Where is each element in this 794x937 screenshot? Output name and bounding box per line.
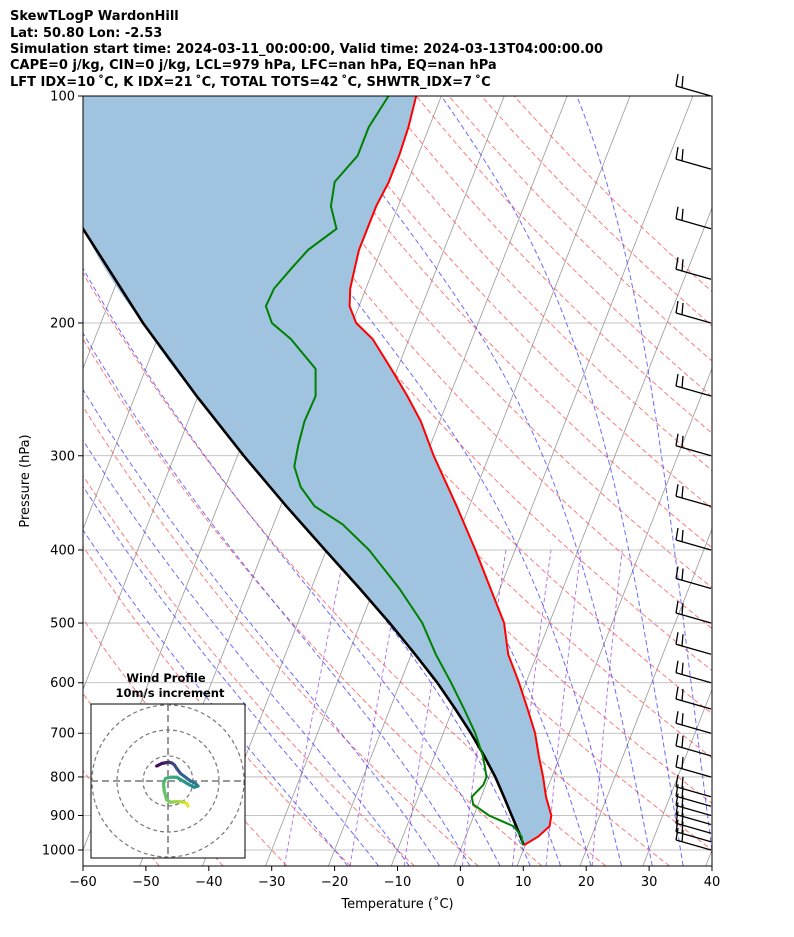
x-tick-label: 40: [704, 875, 721, 890]
dry-adiabat-line: [318, 96, 712, 510]
y-tick-label: 100: [50, 90, 75, 105]
y-tick-label: 600: [50, 676, 75, 691]
hodograph-segment: [185, 801, 190, 808]
wind-barb: [675, 527, 712, 551]
dry-adiabat-line: [83, 338, 543, 866]
y-tick-label: 200: [50, 316, 75, 331]
wind-barb: [675, 802, 712, 826]
chart-title-line-5: LFT IDX=10 ˚C, K IDX=21 ˚C, TOTAL TOTS=4…: [10, 75, 491, 90]
hodograph-title: Wind Profile: [126, 671, 206, 685]
isotherm-line: [642, 688, 712, 866]
x-tick-label: −20: [321, 875, 348, 890]
wind-barb: [675, 257, 712, 280]
wind-barb: [675, 827, 712, 851]
mixing-ratio-line: [349, 549, 406, 866]
mixing-ratio-line: [545, 549, 582, 866]
hodograph-subtitle: 10m/s increment: [116, 686, 225, 700]
isotherm-line: [769, 96, 794, 866]
isotherm-line: [0, 96, 1, 866]
dry-adiabat-line: [220, 96, 712, 630]
chart-title-line-4: CAPE=0 j/kg, CIN=0 j/kg, LCL=979 hPa, LF…: [10, 58, 497, 73]
wind-barb: [675, 774, 712, 798]
dry-adiabat-line: [83, 545, 352, 866]
y-tick-label: 400: [50, 543, 75, 558]
dry-adiabat-line: [83, 474, 415, 866]
moist-adiabat-line: [83, 529, 349, 866]
wind-barb: [675, 819, 712, 843]
moist-adiabat-line: [83, 439, 410, 866]
wind-barb: [675, 793, 712, 817]
moist-adiabat-line: [83, 332, 471, 866]
y-tick-label: 300: [50, 449, 75, 464]
wind-barb: [675, 686, 712, 710]
moist-adiabat-line: [311, 96, 653, 866]
isotherm-line: [327, 96, 631, 866]
wind-barb: [675, 660, 712, 684]
moist-adiabat-line: [83, 388, 441, 866]
wind-barb: [675, 206, 712, 230]
x-tick-label: 30: [641, 875, 658, 890]
wind-barbs: [675, 73, 712, 851]
moist-adiabat-line: [83, 267, 501, 866]
dry-adiabat-line: [253, 96, 712, 589]
wind-barb: [675, 733, 712, 757]
chart-title-line-3: Simulation start time: 2024-03-11_00:00:…: [10, 42, 603, 57]
isotherm-line: [705, 848, 712, 866]
x-tick-label: −40: [195, 875, 222, 890]
isotherm-line: [516, 367, 712, 866]
x-tick-label: −30: [258, 875, 285, 890]
x-axis-label: Temperature (˚C): [340, 896, 453, 912]
x-tick-label: −60: [69, 875, 96, 890]
mixing-ratio-line: [591, 549, 623, 866]
wind-barb: [675, 433, 712, 457]
wind-barb: [675, 146, 712, 170]
y-tick-label: 800: [50, 770, 75, 785]
wind-barb: [675, 711, 712, 734]
moist-adiabat-line: [440, 96, 684, 866]
moist-adiabat-line: [83, 485, 379, 866]
x-tick-label: 10: [515, 875, 532, 890]
dry-adiabat-line: [285, 96, 712, 549]
wind-barb: [675, 566, 712, 590]
y-tick-label: 500: [50, 617, 75, 632]
y-tick-label: 700: [50, 727, 75, 742]
wind-barb: [675, 811, 712, 834]
isotherm-line: [579, 527, 712, 866]
dry-adiabat-line: [187, 96, 712, 672]
parcel-profile-line: [83, 226, 526, 846]
dry-adiabat-line: [513, 96, 712, 293]
x-tick-label: −10: [384, 875, 411, 890]
wind-barb: [675, 600, 712, 624]
chart-title-line-1: SkewTLogP WardonHill: [10, 9, 179, 24]
cin-shaded-area: [83, 96, 552, 846]
y-axis-label: Pressure (hPa): [18, 434, 33, 527]
wind-barb: [675, 373, 712, 397]
x-tick-label: 20: [578, 875, 595, 890]
wind-barb: [675, 632, 712, 655]
x-tick-label: −50: [132, 875, 159, 890]
x-tick-label: 0: [456, 875, 464, 890]
wind-barb: [675, 73, 712, 97]
wind-barb: [675, 484, 712, 507]
chart-title-line-2: Lat: 50.80 Lon: -2.53: [10, 26, 163, 41]
mixing-ratio-line: [283, 549, 346, 866]
wind-barb: [675, 754, 712, 778]
y-tick-label: 1000: [42, 844, 75, 859]
dewpoint-profile-line: [264, 96, 524, 846]
temperature-profile-line: [348, 96, 553, 846]
profile-series: [83, 96, 553, 846]
wind-barb: [675, 300, 712, 324]
y-tick-label: 900: [50, 809, 75, 824]
